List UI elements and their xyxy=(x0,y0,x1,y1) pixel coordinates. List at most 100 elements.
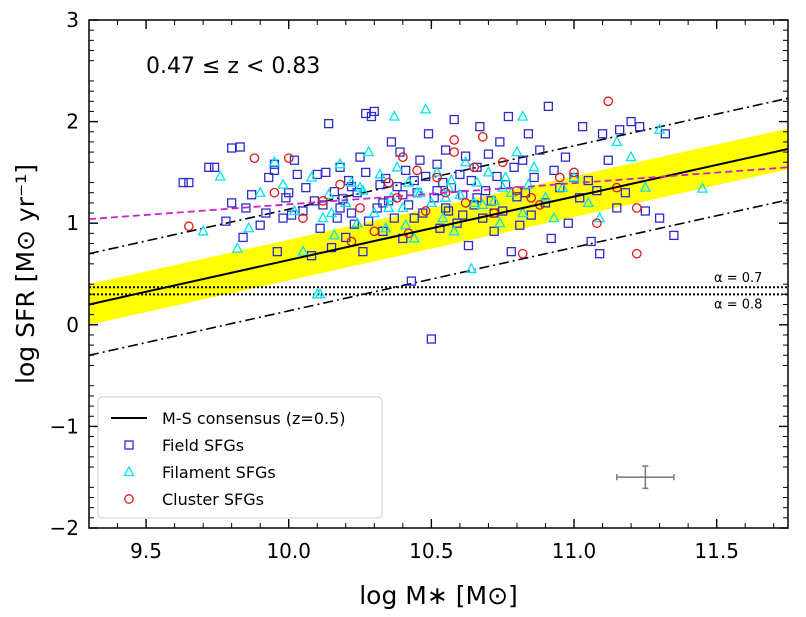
filament-sfg-point xyxy=(317,211,329,223)
field-sfg-point xyxy=(209,162,220,172)
field-sfg-point xyxy=(272,246,282,257)
field-sfg-point xyxy=(620,188,631,198)
filament-sfg-point xyxy=(325,206,338,218)
field-sfg-point xyxy=(480,186,491,196)
alpha-label-1: α = 0.7 xyxy=(714,271,762,286)
field-sfg-point xyxy=(458,210,468,220)
field-sfg-point xyxy=(543,101,553,112)
field-sfg-point xyxy=(241,203,251,213)
cluster-sfg-point xyxy=(420,206,431,216)
filament-sfg-point xyxy=(477,198,489,210)
field-sfg-point xyxy=(389,213,399,223)
field-sfg-point xyxy=(495,137,505,147)
filament-sfg-point xyxy=(696,182,709,193)
filament-sfg-point xyxy=(465,262,478,274)
cluster-sfg-point xyxy=(412,165,422,176)
x-axis-label: log M∗ [M⊙] xyxy=(359,581,518,610)
field-sfg-point xyxy=(264,172,274,183)
field-sfg-point xyxy=(546,233,556,244)
cluster-sfg-point xyxy=(591,218,602,229)
filament-sfg-point xyxy=(468,196,480,208)
plot-area xyxy=(89,96,788,490)
field-sfg-point xyxy=(415,155,425,165)
field-sfg-point xyxy=(586,236,596,247)
legend-consensus-label: M-S consensus (z=0.5) xyxy=(162,409,346,428)
cluster-sfg-point xyxy=(249,153,260,164)
field-sfg-point xyxy=(281,193,291,203)
cluster-sfg-point xyxy=(318,195,328,206)
filament-sfg-point xyxy=(357,184,369,195)
field-sfg-point xyxy=(640,206,650,216)
field-sfg-point xyxy=(483,149,494,159)
field-sfg-point xyxy=(475,122,485,132)
cluster-sfg-point xyxy=(554,172,565,183)
filament-sfg-point xyxy=(594,211,606,223)
cluster-sfg-point xyxy=(335,179,345,190)
field-sfg-point xyxy=(575,193,585,203)
field-sfg-point xyxy=(358,246,368,257)
filament-sfg-point xyxy=(388,110,400,121)
x-tick-label: 11.5 xyxy=(694,539,739,563)
field-sfg-point xyxy=(603,155,613,165)
field-sfg-point xyxy=(460,151,471,161)
filament-sfg-point xyxy=(305,171,318,182)
filament-sfg-point xyxy=(499,171,512,182)
field-sfg-point xyxy=(583,175,593,186)
y-tick-label: 0 xyxy=(66,313,79,337)
cluster-sfg-point xyxy=(460,198,471,208)
filament-sfg-point xyxy=(254,186,266,197)
filament-sfg-point xyxy=(488,194,500,205)
field-sfg-point xyxy=(421,171,431,182)
filament-sfg-point xyxy=(345,176,358,187)
field-sfg-point xyxy=(289,155,300,165)
y-axis-label: log SFR [M⊙ yr⁻¹] xyxy=(11,164,40,384)
field-sfg-point xyxy=(612,203,622,213)
filament-sfg-point xyxy=(505,186,517,197)
filament-sfg-point xyxy=(459,155,472,167)
cluster-sfg-point xyxy=(449,147,460,157)
filament-sfg-point xyxy=(522,178,535,189)
filament-sfg-point xyxy=(528,160,540,172)
field-sfg-point xyxy=(235,142,245,152)
cluster-sfg-point xyxy=(392,192,402,203)
field-sfg-point xyxy=(654,213,665,223)
filament-sfg-point xyxy=(351,216,363,228)
filament-sfg-point xyxy=(494,216,506,228)
field-sfg-point xyxy=(221,216,231,226)
field-sfg-point xyxy=(392,181,402,192)
field-sfg-point xyxy=(472,162,482,172)
filament-sfg-point xyxy=(214,170,226,181)
field-sfg-point xyxy=(349,219,359,229)
field-sfg-point xyxy=(455,169,465,180)
filament-sfg-point xyxy=(243,221,255,233)
filament-sfg-point xyxy=(611,135,623,147)
field-sfg-point xyxy=(315,223,325,233)
field-sfg-point xyxy=(386,137,397,147)
field-sfg-point xyxy=(506,246,516,257)
field-sfg-point xyxy=(375,179,385,190)
field-sfg-point xyxy=(326,242,337,253)
filament-sfg-point xyxy=(288,204,301,216)
field-sfg-point xyxy=(595,249,605,259)
filament-sfg-point xyxy=(511,145,523,157)
field-sfg-point xyxy=(401,165,411,176)
alpha-label-2: α = 0.8 xyxy=(714,297,762,312)
field-sfg-point xyxy=(227,143,237,153)
field-sfg-point xyxy=(398,190,408,200)
y-tick-label: −1 xyxy=(50,414,79,438)
field-sfg-point xyxy=(246,190,257,200)
field-sfg-point xyxy=(526,210,536,220)
field-sfg-point xyxy=(563,218,573,228)
cluster-sfg-point xyxy=(184,221,194,232)
legend-box xyxy=(97,396,383,519)
field-sfg-point xyxy=(669,230,679,241)
field-sfg-point xyxy=(423,129,434,139)
filament-sfg-point xyxy=(268,155,281,167)
filament-sfg-point xyxy=(374,168,386,179)
y-tick-label: −2 xyxy=(50,516,79,540)
cluster-sfg-point xyxy=(603,96,614,107)
legend-field-sfgs-label: Field SFGs xyxy=(162,436,244,455)
filament-sfg-point xyxy=(382,201,395,213)
x-tick-label: 9.5 xyxy=(130,539,162,563)
field-sfg-point xyxy=(346,208,357,218)
